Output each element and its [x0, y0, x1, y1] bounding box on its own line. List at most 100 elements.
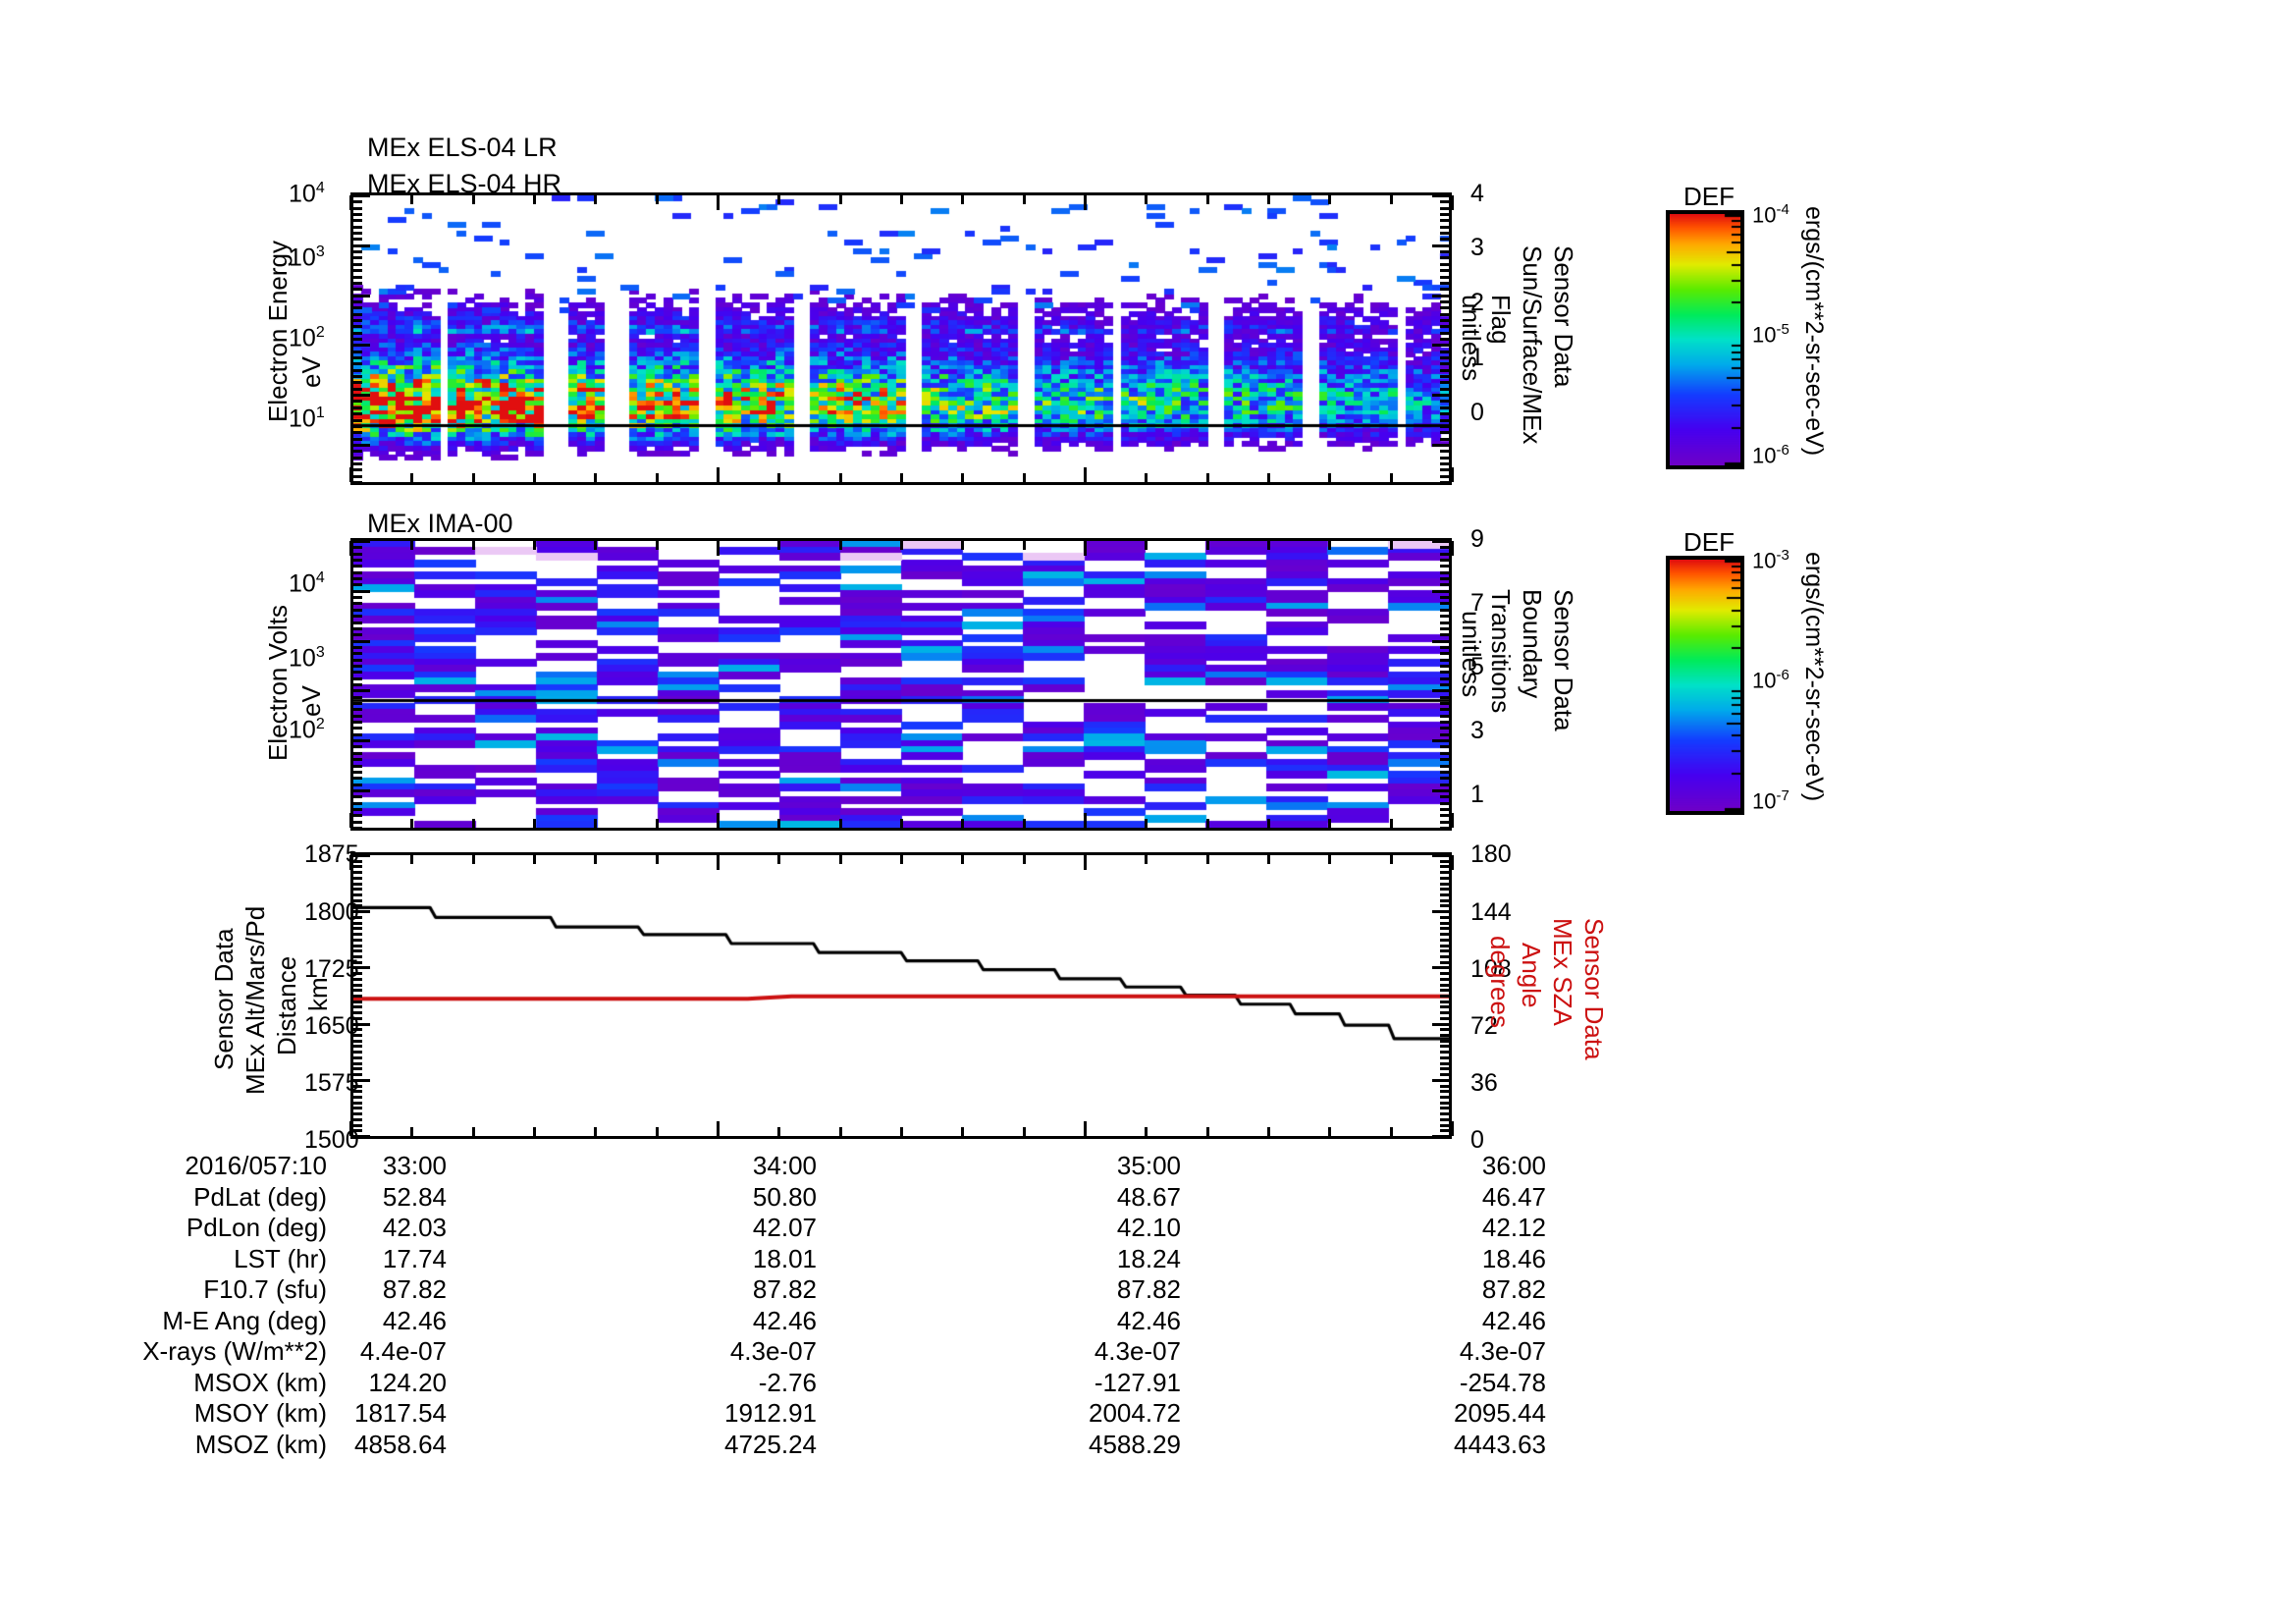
panel-els-right-axis-label-0: Sensor Data — [1549, 245, 1578, 388]
ytick-mark — [1440, 865, 1449, 869]
xtick-mark — [655, 541, 659, 550]
ytick-mark — [353, 795, 362, 799]
panel-alt-left-axis-label-2: Distance — [272, 955, 301, 1055]
table-cell: 18.24 — [1116, 1243, 1181, 1273]
ytick-mark — [1440, 381, 1449, 385]
ytick-mark — [353, 758, 362, 762]
xtick-mark — [1145, 819, 1148, 828]
ytick-mark — [1440, 888, 1449, 892]
xtick-mark — [533, 855, 536, 864]
ytick-mark — [1440, 938, 1449, 942]
ytick-mark — [353, 814, 362, 818]
ytick-mark — [1440, 281, 1449, 285]
panel-els-rtick-1: 1 — [1470, 344, 1484, 371]
panel-els-plot[interactable] — [350, 192, 1452, 485]
ytick-mark — [1440, 299, 1449, 303]
ytick-mark — [353, 751, 362, 755]
xtick-mark — [1451, 813, 1454, 828]
table-cell: 46.47 — [1481, 1181, 1546, 1212]
panel-ima-right-axis-label-2: Transitions — [1486, 589, 1516, 714]
ytick-mark — [1440, 318, 1449, 322]
ytick-mark — [1440, 570, 1449, 574]
ytick-mark — [353, 437, 362, 441]
ytick-mark — [353, 219, 362, 223]
ytick-mark — [1440, 801, 1449, 805]
xtick-mark — [1267, 1127, 1270, 1136]
xtick-mark — [900, 195, 903, 204]
ytick-mark — [353, 1107, 362, 1110]
ytick-mark — [1440, 1000, 1449, 1003]
ytick-mark — [353, 676, 362, 680]
ytick-mark — [353, 652, 362, 656]
panel-els-ytick-4: 104 — [289, 180, 325, 208]
xtick-mark — [777, 473, 781, 482]
ytick-mark — [353, 658, 362, 662]
ytick-mark — [353, 200, 362, 204]
ytick-mark — [1440, 751, 1449, 755]
ytick-mark — [1440, 921, 1449, 925]
panel-els-right-axis-label-1: Sun/Surface/MEx — [1518, 245, 1547, 445]
xtick-mark — [1451, 541, 1454, 556]
xtick-mark — [1328, 195, 1332, 204]
ytick-mark — [353, 456, 362, 460]
panel-els-ytick-1: 101 — [289, 405, 325, 433]
xtick-mark — [594, 1127, 598, 1136]
ytick-mark — [1432, 1135, 1449, 1138]
xtick-mark — [349, 467, 352, 482]
table-cell: 4.3e-07 — [729, 1336, 817, 1366]
ytick-mark — [353, 565, 362, 568]
xtick-mark — [1389, 819, 1393, 828]
xtick-mark — [1145, 195, 1148, 204]
xtick-mark — [777, 541, 781, 550]
xtick-mark — [1328, 541, 1332, 550]
ytick-mark — [1440, 683, 1449, 686]
ytick-mark — [353, 288, 362, 292]
xtick-mark — [1084, 855, 1087, 870]
ytick-mark — [1440, 1045, 1449, 1049]
colorbar-els-title: DEF — [1683, 182, 1735, 211]
panel-alt-right-axis-label-3: degrees — [1485, 936, 1515, 1028]
ytick-mark — [1440, 714, 1449, 718]
ytick-mark — [353, 306, 362, 310]
ytick-mark — [1440, 431, 1449, 435]
ytick-mark — [353, 450, 362, 454]
ytick-mark — [1432, 344, 1449, 348]
xtick-mark — [1389, 1127, 1393, 1136]
xtick-mark — [1389, 541, 1393, 550]
table-cell: 4588.29 — [1089, 1429, 1181, 1459]
xtick-mark — [717, 813, 720, 828]
panel-ima-plot[interactable] — [350, 538, 1452, 831]
xtick-mark — [1022, 195, 1026, 204]
xtick-mark — [1084, 1121, 1087, 1136]
ytick-mark — [353, 777, 362, 781]
table-cell: 42.46 — [382, 1305, 447, 1335]
xtick-mark — [1267, 855, 1270, 864]
table-cell: -2.76 — [758, 1367, 817, 1397]
ytick-mark — [1440, 859, 1449, 863]
ytick-mark — [353, 344, 370, 348]
ytick-mark — [353, 898, 362, 902]
panel-alt-plot[interactable] — [350, 852, 1452, 1139]
xtick-mark — [838, 855, 842, 864]
xtick-mark — [1205, 473, 1209, 482]
ytick-mark — [353, 583, 362, 587]
ytick-mark — [1440, 602, 1449, 606]
colorbar-ima-tick-mid: 10-6 — [1752, 667, 1789, 693]
ytick-mark — [1440, 664, 1449, 668]
ytick-mark — [353, 783, 362, 786]
colorbar-ima-tick-top: 10-3 — [1752, 547, 1789, 573]
ytick-mark — [1440, 972, 1449, 976]
xtick-mark — [410, 195, 414, 204]
ytick-mark — [353, 559, 362, 563]
colorbar-els-tick-top: 10-4 — [1752, 201, 1789, 228]
colorbar-els-tick-bottom: 10-6 — [1752, 442, 1789, 468]
ytick-mark — [353, 238, 362, 242]
xtick-mark — [838, 195, 842, 204]
xtick-mark — [1389, 473, 1393, 482]
ytick-mark — [353, 882, 362, 886]
xtick-mark — [533, 819, 536, 828]
ytick-mark — [353, 424, 362, 428]
panel-alt-rtick-0: 0 — [1470, 1126, 1484, 1154]
xtick-mark — [1389, 195, 1393, 204]
ytick-mark — [353, 865, 362, 869]
